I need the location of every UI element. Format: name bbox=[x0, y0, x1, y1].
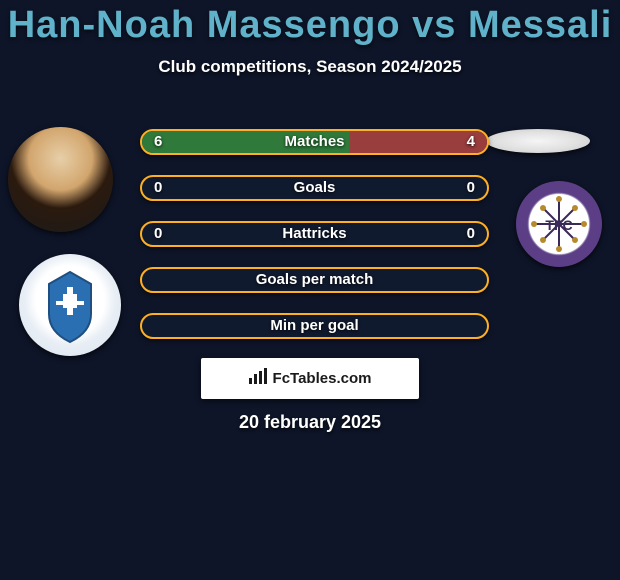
chart-icon bbox=[249, 368, 267, 389]
subtitle: Club competitions, Season 2024/2025 bbox=[0, 57, 620, 77]
stat-label: Goals bbox=[142, 177, 487, 199]
source-badge: FcTables.com bbox=[201, 358, 419, 399]
stat-row: 00Goals bbox=[140, 175, 489, 201]
stat-row: 00Hattricks bbox=[140, 221, 489, 247]
stat-label: Min per goal bbox=[142, 315, 487, 337]
stat-row: Min per goal bbox=[140, 313, 489, 339]
source-badge-label: FcTables.com bbox=[273, 370, 372, 387]
left-club-badge bbox=[19, 254, 121, 356]
stat-row: Goals per match bbox=[140, 267, 489, 293]
stats-rows: 64Matches 00Goals 00Hattricks Goals per mat… bbox=[140, 129, 489, 359]
left-player-photo bbox=[8, 127, 113, 232]
stat-label: Hattricks bbox=[142, 223, 487, 245]
tfc-crest-icon: TFC bbox=[516, 181, 602, 267]
stat-label: Matches bbox=[142, 131, 487, 153]
page-title: Han-Noah Massengo vs Messali bbox=[0, 4, 620, 47]
stat-label: Goals per match bbox=[142, 269, 487, 291]
auxerre-crest-icon bbox=[19, 254, 121, 356]
date-label: 20 february 2025 bbox=[0, 412, 620, 433]
right-club-badge: TFC bbox=[516, 181, 602, 267]
right-player-photo bbox=[486, 129, 590, 153]
svg-text:TFC: TFC bbox=[545, 217, 572, 233]
stat-row: 64Matches bbox=[140, 129, 489, 155]
